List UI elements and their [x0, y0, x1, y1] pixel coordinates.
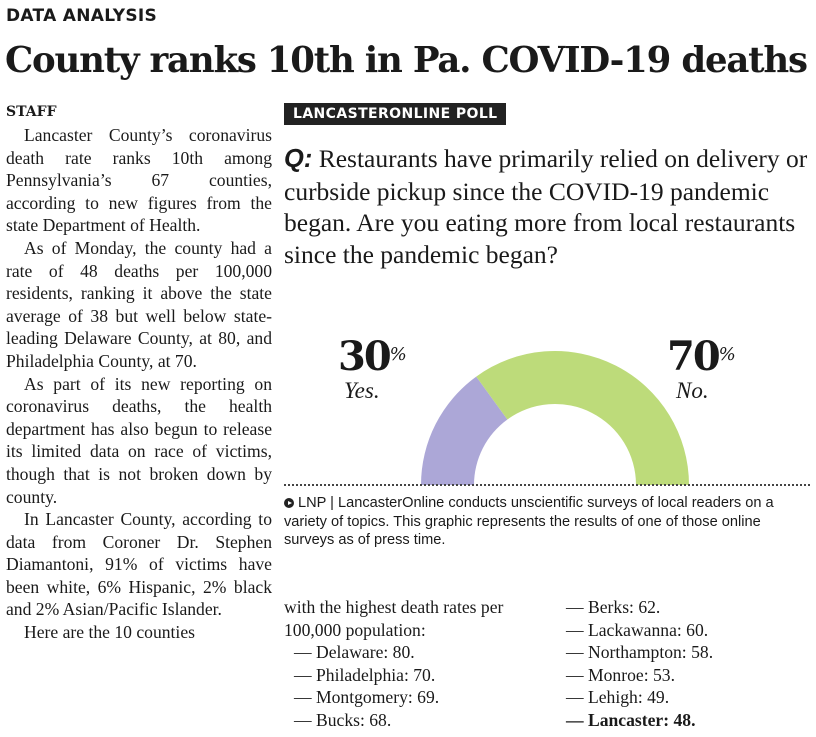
- gauge-segment-yes: [421, 376, 508, 485]
- county-list-item: — Monroe: 53.: [566, 664, 675, 685]
- county-list-item: — Bucks: 68.: [294, 709, 392, 730]
- gauge-segment-no: [476, 351, 689, 485]
- article-column-2: with the highest death rates per 100,000…: [284, 596, 546, 732]
- divider: [284, 484, 810, 486]
- article-paragraph: Here are the 10 counties: [24, 622, 195, 643]
- county-list-item: — Philadelphia: 70.: [294, 664, 436, 685]
- yes-value: 30: [338, 333, 392, 380]
- poll-badge: LANCASTERONLINE POLL: [284, 103, 507, 125]
- byline: STAFF: [6, 104, 57, 120]
- county-list-item: — Delaware: 80.: [294, 642, 415, 663]
- county-list-1: — Delaware: 80. — Philadelphia: 70. — Mont…: [284, 641, 546, 731]
- article-continuation: with the highest death rates per 100,000…: [284, 597, 504, 640]
- poll-note: LNP | LancasterOnline conducts unscienti…: [284, 494, 810, 550]
- poll-note-text: LNP | LancasterOnline conducts unscienti…: [284, 495, 774, 548]
- county-list-2: — Berks: 62. — Lackawanna: 60. — Northampt…: [566, 596, 810, 709]
- article-paragraph: As of Monday, the county had a rate of 4…: [6, 237, 272, 371]
- county-list-item: — Northampton: 58.: [566, 642, 714, 663]
- section-kicker: DATA ANALYSIS: [6, 6, 158, 26]
- headline: County ranks 10th in Pa. COVID-19 deaths: [5, 40, 808, 81]
- poll-question: Q: Restaurants have primarily relied on …: [284, 143, 810, 270]
- county-list-item: — Montgomery: 69.: [294, 687, 440, 708]
- poll-gauge: [421, 351, 689, 485]
- question-label: Q:: [284, 145, 313, 173]
- no-label: No.: [676, 378, 709, 403]
- question-text: Restaurants have primarily relied on del…: [284, 144, 808, 269]
- play-circle-icon: [284, 498, 294, 508]
- county-list-highlight: — Lancaster: 48.: [566, 709, 696, 730]
- article-column-3: — Berks: 62. — Lackawanna: 60. — Northampt…: [566, 596, 810, 732]
- no-percent: 70%: [667, 337, 736, 377]
- article-paragraph: In Lancaster County, ac­cording to data …: [6, 509, 272, 620]
- article-paragraph: As part of its new report­ing on coronav…: [6, 373, 272, 507]
- no-value: 70: [667, 333, 721, 380]
- yes-percent: 30%: [338, 337, 407, 377]
- yes-unit: %: [389, 344, 407, 365]
- article-column-1: Lancaster County’s coro­navirus death ra…: [6, 124, 272, 644]
- yes-label: Yes.: [344, 378, 380, 403]
- county-list-item: — Lackawanna: 60.: [566, 619, 709, 640]
- no-unit: %: [718, 344, 736, 365]
- county-list-item: — Berks: 62.: [566, 597, 661, 617]
- article-paragraph: Lancaster County’s coro­navirus death ra…: [6, 125, 272, 236]
- county-list-item: — Lehigh: 49.: [566, 687, 670, 708]
